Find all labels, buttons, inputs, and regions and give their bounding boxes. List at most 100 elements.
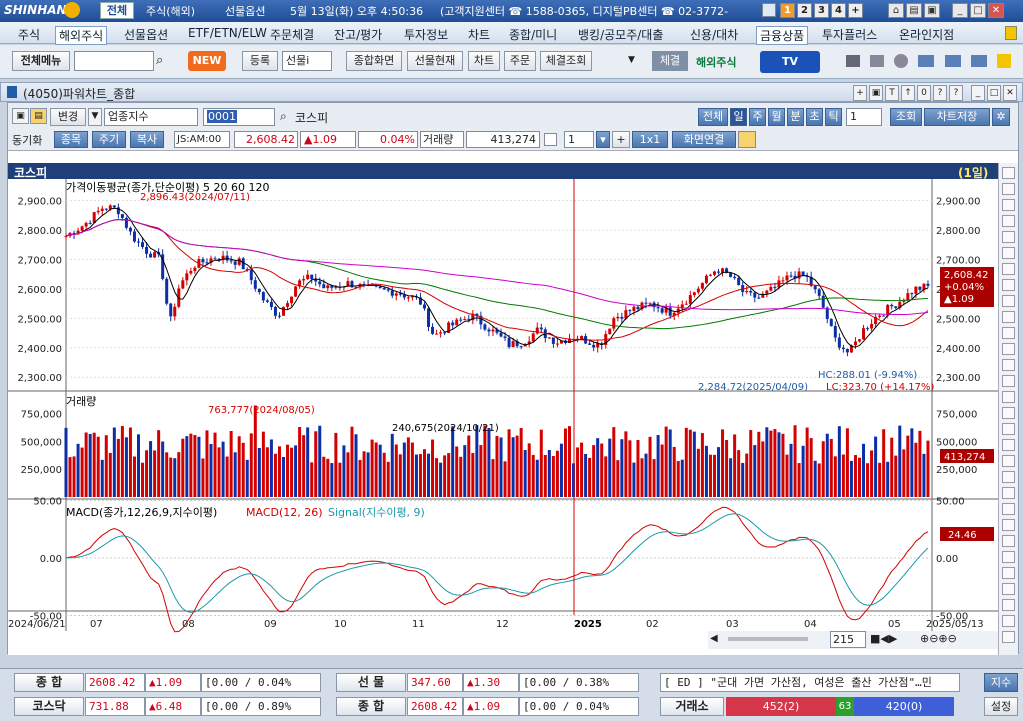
add-screen-button[interactable]: +: [848, 3, 863, 18]
macd-panel[interactable]: [65, 506, 929, 633]
drawing-tool-icon[interactable]: [1002, 343, 1015, 355]
drawing-tool-icon[interactable]: [1002, 599, 1015, 611]
drawing-tool-icon[interactable]: [1002, 583, 1015, 595]
window-link-icon[interactable]: ?: [933, 85, 947, 101]
settings-button[interactable]: 설정: [984, 697, 1018, 716]
visible-count-input[interactable]: 215: [830, 631, 866, 648]
window-text-icon[interactable]: T: [885, 85, 899, 101]
period-day-button[interactable]: 일: [730, 108, 747, 126]
maximize-icon[interactable]: □: [970, 3, 986, 18]
menu-online-branch[interactable]: 온라인지점: [899, 28, 955, 42]
menu-banking[interactable]: 뱅킹/공모주/대출: [578, 28, 664, 42]
window-close-icon[interactable]: ✕: [1003, 85, 1017, 101]
drawing-tool-icon[interactable]: [1002, 167, 1015, 179]
drawing-tool-icon[interactable]: [1002, 487, 1015, 499]
drawing-tool-icon[interactable]: [1002, 311, 1015, 323]
menu-financial-products[interactable]: 금융상품: [756, 26, 809, 45]
lookup-button[interactable]: 조회: [890, 108, 922, 126]
index-button[interactable]: 지수: [984, 673, 1018, 692]
close-icon[interactable]: ✕: [988, 3, 1004, 18]
period-tick-button[interactable]: 틱: [825, 108, 842, 126]
add-chart-icon[interactable]: +: [612, 131, 630, 148]
drawing-tool-icon[interactable]: [1002, 279, 1015, 291]
zoom-slider[interactable]: [728, 637, 808, 641]
drawing-tool-icon[interactable]: [1002, 567, 1015, 579]
sync-item-button[interactable]: 종목: [54, 131, 88, 148]
printer-icon[interactable]: [846, 55, 860, 67]
drawing-tool-icon[interactable]: [1002, 327, 1015, 339]
register-button[interactable]: 등록: [242, 51, 278, 71]
drawing-tool-icon[interactable]: [1002, 215, 1015, 227]
news-ticker[interactable]: [ ED ] "군대 가면 가산점, 여성은 출산 가산점"…민: [660, 673, 960, 692]
zoom-icons[interactable]: ⊕⊖⊕⊖: [920, 632, 957, 645]
scroll-left-icon[interactable]: ◀: [710, 633, 718, 644]
lock-icon[interactable]: ▣: [924, 3, 940, 18]
tab-all[interactable]: 전체: [100, 2, 134, 19]
dropdown-icon[interactable]: ▾: [596, 131, 610, 148]
menu-search-input[interactable]: [74, 51, 154, 71]
panel-toggle2-icon[interactable]: ▤: [30, 108, 47, 124]
chart-checkbox[interactable]: [544, 133, 557, 146]
drawing-tool-icon[interactable]: [1002, 359, 1015, 371]
chart-canvas[interactable]: 2,900.00 2,900.00 2,800.00 2,800.00 2,700.00…: [8, 179, 998, 655]
period-month-button[interactable]: 월: [768, 108, 785, 126]
drawing-tool-icon[interactable]: [1002, 407, 1015, 419]
sync-period-button[interactable]: 주기: [92, 131, 126, 148]
calculator-icon[interactable]: [870, 55, 884, 67]
period-all-button[interactable]: 전체: [698, 108, 728, 126]
window-pin-icon[interactable]: ↑: [901, 85, 915, 101]
period-minute-button[interactable]: 분: [787, 108, 804, 126]
execution-inquiry-button[interactable]: 체결조회: [540, 51, 592, 71]
execution-button[interactable]: 체결: [652, 51, 688, 71]
screen-link-button[interactable]: 화면연결: [672, 131, 736, 148]
chart-button[interactable]: 차트: [468, 51, 500, 71]
minimize-icon[interactable]: _: [952, 3, 968, 18]
chart-settings-icon[interactable]: ✲: [992, 108, 1010, 126]
menu-invest-plus[interactable]: 투자플러스: [822, 28, 878, 42]
dropdown-arrow-icon[interactable]: ▼: [628, 55, 635, 65]
menu-futures-options[interactable]: 선물옵션: [124, 28, 169, 42]
drawing-tool-icon[interactable]: [1002, 455, 1015, 467]
drawing-tool-icon[interactable]: [1002, 519, 1015, 531]
screen-4-button[interactable]: 4: [831, 3, 846, 18]
menu-credit[interactable]: 신용/대차: [690, 28, 739, 42]
menu-mini[interactable]: 종합/미니: [509, 28, 558, 42]
drawing-tool-icon[interactable]: [1002, 631, 1015, 643]
tab-overseas-stock[interactable]: 주식(해외): [146, 5, 196, 18]
window-help-icon[interactable]: ?: [949, 85, 963, 101]
settings-gear-icon[interactable]: [894, 54, 908, 68]
window-save-icon[interactable]: ▣: [869, 85, 883, 101]
price-panel[interactable]: [64, 203, 930, 357]
search-icon[interactable]: ⌕: [156, 53, 164, 68]
alpha-tv-button[interactable]: TV: [760, 51, 820, 73]
chart-count-select[interactable]: 1: [564, 131, 594, 148]
drawing-tool-icon[interactable]: [1002, 183, 1015, 195]
tab-futures-options[interactable]: 선물옵션: [225, 5, 266, 18]
scroll-first-icon[interactable]: ■◀▶: [870, 632, 898, 645]
futures-select[interactable]: 선물i: [282, 51, 332, 71]
menu-investment-info[interactable]: 투자정보: [404, 28, 449, 42]
menu-chart[interactable]: 차트: [468, 28, 491, 42]
drawing-tool-icon[interactable]: [1002, 231, 1015, 243]
screen-1-button[interactable]: 1: [780, 3, 795, 18]
window-zero-icon[interactable]: 0: [917, 85, 931, 101]
menu-stock[interactable]: 주식: [18, 28, 41, 42]
period-count-select[interactable]: 1: [846, 108, 882, 126]
drawing-tool-icon[interactable]: [1002, 535, 1015, 547]
monitor-icon[interactable]: [762, 3, 776, 17]
drawing-tool-icon[interactable]: [1002, 551, 1015, 563]
drawing-tool-icon[interactable]: [1002, 263, 1015, 275]
drawing-tool-icon[interactable]: [1002, 295, 1015, 307]
drawing-tool-icon[interactable]: [1002, 615, 1015, 627]
home-icon[interactable]: ⌂: [888, 3, 904, 18]
save-chart-button[interactable]: 차트저장: [924, 108, 990, 126]
copy-button[interactable]: 복사: [130, 131, 164, 148]
all-menu-button[interactable]: 전체메뉴: [12, 51, 70, 71]
print-icon[interactable]: ▤: [906, 3, 922, 18]
drawing-tool-icon[interactable]: [1002, 247, 1015, 259]
drawing-tool-icon[interactable]: [1002, 471, 1015, 483]
screen-2-button[interactable]: 2: [797, 3, 812, 18]
drawing-tool-icon[interactable]: [1002, 375, 1015, 387]
panel-toggle-icon[interactable]: ▣: [12, 108, 29, 124]
drawing-tool-icon[interactable]: [1002, 503, 1015, 515]
